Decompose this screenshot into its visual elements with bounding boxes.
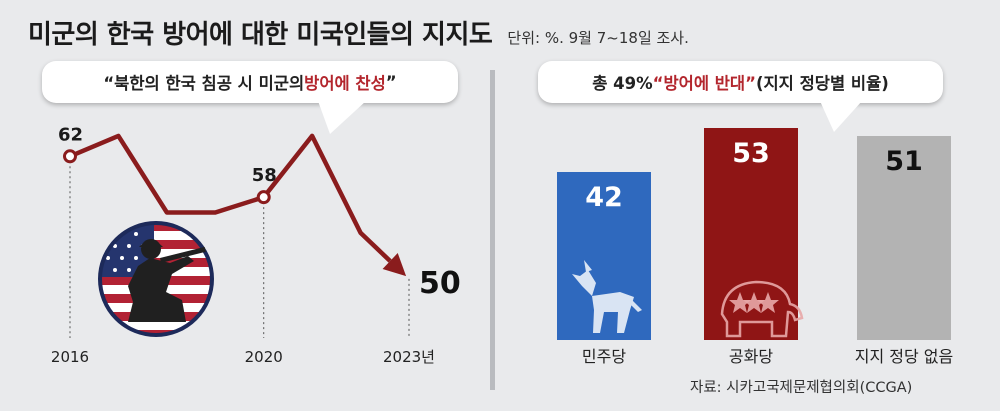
us-flag-soldier-icon [98, 221, 214, 337]
question-bubble-tail [318, 101, 366, 134]
bar-value-label: 42 [585, 182, 623, 213]
bar-value-label: 51 [885, 146, 923, 177]
question-bubble: “북한의 한국 침공 시 미군의 방어에 찬성” [42, 61, 458, 103]
bar-value-label: 53 [732, 138, 770, 169]
opposition-bubble-tail [820, 101, 862, 132]
title-row: 미군의 한국 방어에 대한 미국인들의 지지도 단위: %. 9월 7~18일 … [28, 14, 689, 51]
data-label: 50 [419, 266, 461, 301]
series-line [69, 133, 392, 263]
x-tick-label: 2020 [245, 348, 283, 366]
elephant-icon [720, 280, 804, 338]
x-tick-label: 2023년 [383, 348, 435, 366]
heading-suffix: (지지 정당별 비율) [755, 74, 889, 93]
heading-highlight: “방어에 반대” [652, 74, 756, 93]
data-label: 58 [252, 165, 277, 186]
category-label: 공화당 [729, 347, 773, 366]
arrowhead [382, 253, 407, 277]
heading-prefix: 총 49% [592, 74, 653, 93]
category-label: 지지 정당 없음 [855, 347, 954, 366]
source-note: 자료: 시카고국제문제협의회(CCGA) [690, 380, 913, 396]
line-chart: 62 58 50 2016 2020 2023년 [51, 124, 461, 366]
panel-divider [490, 70, 495, 390]
category-label: 민주당 [582, 347, 626, 366]
donkey-icon [572, 260, 642, 333]
opposition-bubble: 총 49% “방어에 반대” (지지 정당별 비율) [538, 61, 943, 103]
unit-note: 단위: %. 9월 7~18일 조사. [507, 29, 689, 47]
data-point [63, 149, 77, 164]
data-point [256, 190, 271, 205]
data-label: 62 [58, 124, 83, 145]
question-suffix: ” [385, 72, 397, 92]
page-title: 미군의 한국 방어에 대한 미국인들의 지지도 [28, 20, 493, 50]
x-tick-label: 2016 [51, 348, 89, 366]
bar-3 [857, 136, 951, 340]
question-prefix: “북한의 한국 침공 시 미군의 [103, 74, 305, 93]
question-highlight: 방어에 찬성 [304, 74, 386, 93]
bar-chart: 42 민주당 53 공화당 51 지지 정당 없음 [557, 128, 953, 366]
